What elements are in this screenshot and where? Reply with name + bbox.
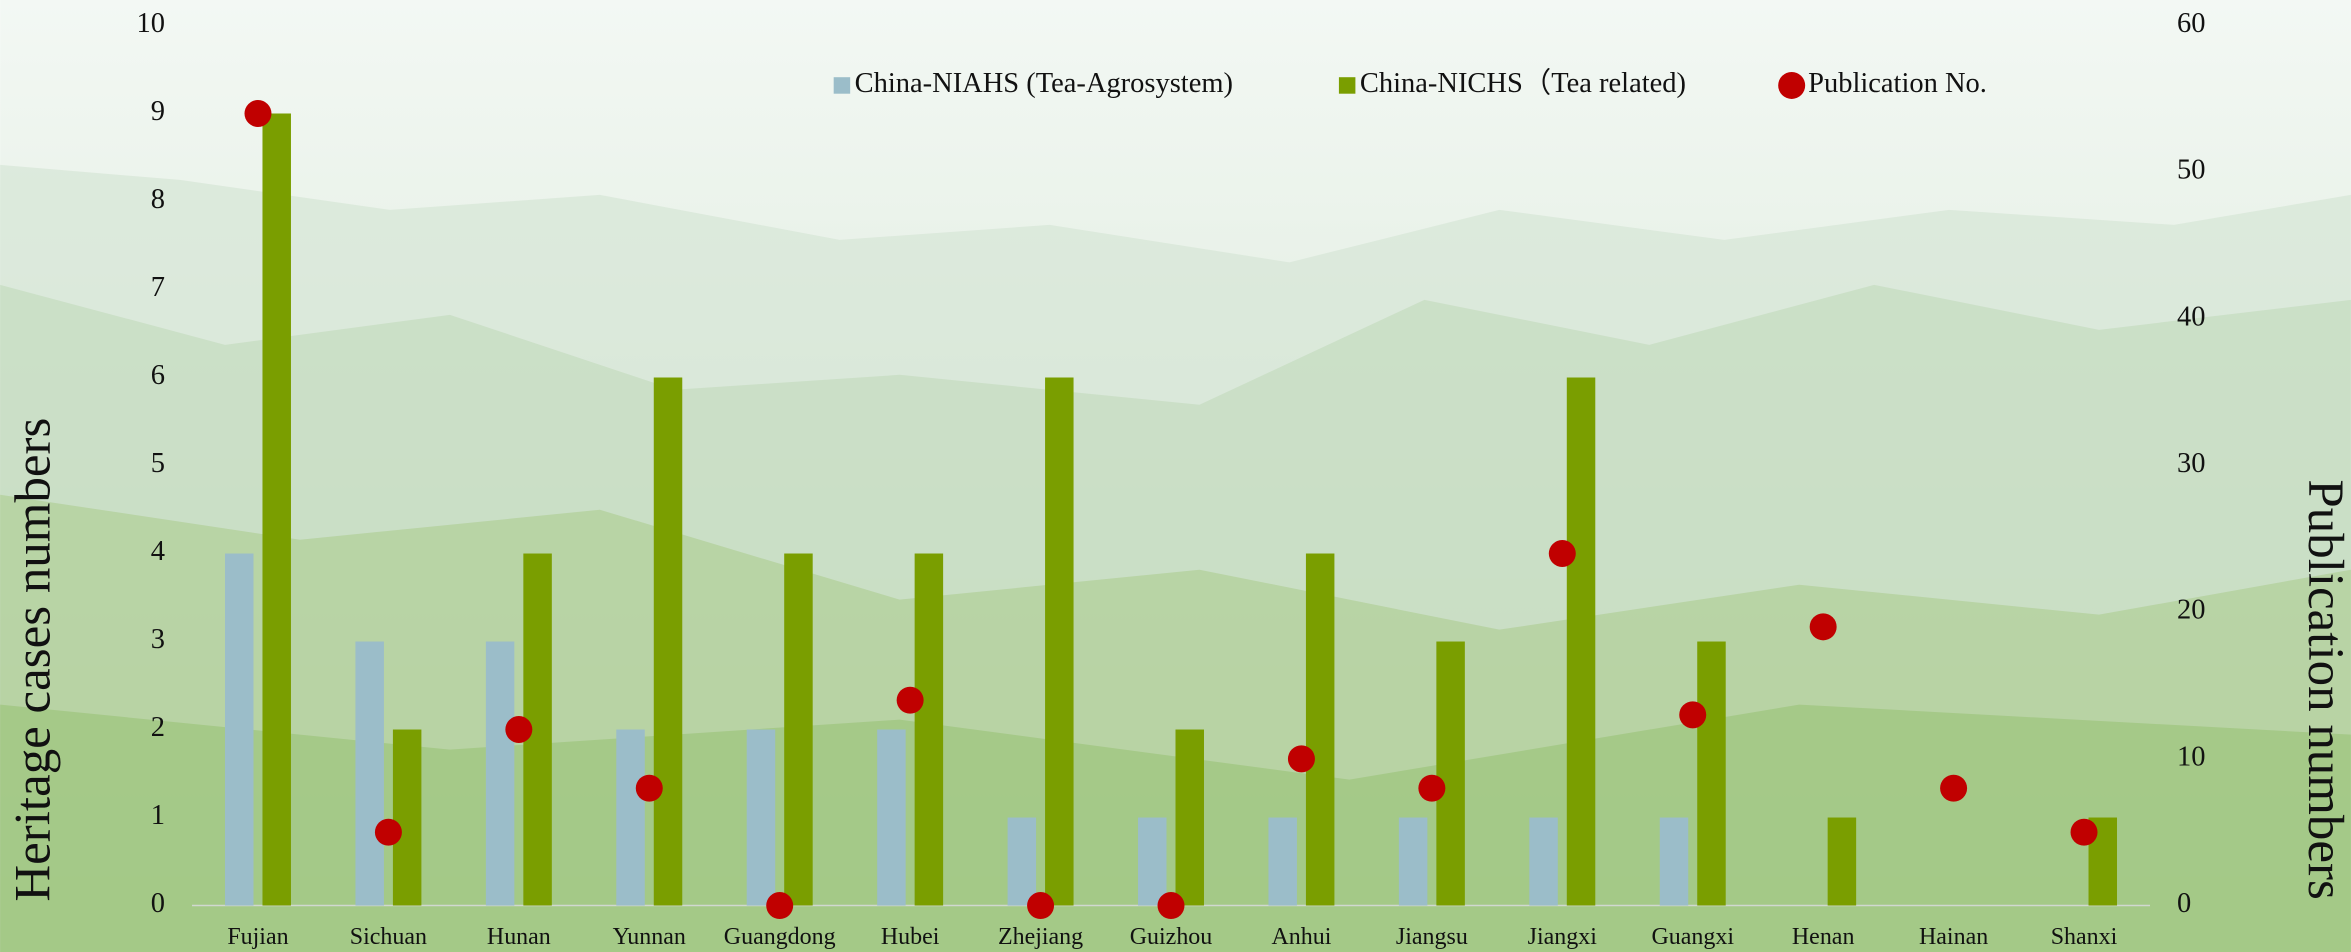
field bbox=[0, 704, 2351, 952]
dot bbox=[1809, 613, 1837, 641]
dot bbox=[505, 716, 533, 744]
legend-marker bbox=[1338, 77, 1356, 94]
bar bbox=[746, 729, 776, 906]
y2-tick-label: 20 bbox=[2177, 595, 2205, 626]
y-tick-label: 10 bbox=[137, 8, 165, 39]
legend-marker bbox=[833, 77, 851, 94]
bar bbox=[1007, 817, 1037, 906]
x-tick-label: Jiangsu bbox=[1396, 924, 1468, 950]
y-axis-title: Heritage cases numbers bbox=[5, 418, 61, 902]
dot bbox=[635, 774, 663, 802]
dot bbox=[1157, 892, 1185, 920]
y-tick-label: 9 bbox=[151, 96, 165, 127]
bar bbox=[914, 553, 944, 906]
bar bbox=[224, 553, 254, 906]
y2-tick-label: 10 bbox=[2177, 741, 2205, 772]
dot bbox=[1940, 774, 1968, 802]
hill bbox=[0, 494, 2351, 952]
dot bbox=[1418, 774, 1446, 802]
bar bbox=[653, 377, 683, 906]
bar bbox=[1305, 553, 1335, 906]
y-tick-label: 6 bbox=[151, 360, 165, 391]
dot bbox=[1548, 540, 1576, 568]
bar bbox=[616, 729, 645, 906]
y-tick-label: 8 bbox=[151, 184, 165, 215]
x-tick-label: Guangxi bbox=[1651, 924, 1734, 950]
bar bbox=[1045, 377, 1074, 906]
x-tick-label: Guangdong bbox=[724, 924, 836, 950]
dot bbox=[1027, 892, 1055, 920]
legend-label: China-NICHS（Tea related) bbox=[1360, 67, 1686, 99]
x-tick-label: Sichuan bbox=[350, 924, 427, 950]
y2-tick-label: 50 bbox=[2177, 155, 2205, 186]
legend-label: Publication No. bbox=[1808, 68, 1987, 99]
y2-tick-label: 40 bbox=[2177, 301, 2205, 332]
bar bbox=[262, 113, 291, 906]
bar bbox=[1566, 377, 1596, 906]
bar bbox=[1398, 817, 1428, 906]
dot bbox=[1287, 745, 1315, 773]
x-tick-label: Anhui bbox=[1271, 924, 1331, 950]
x-tick-label: Hainan bbox=[1919, 924, 1988, 950]
bar bbox=[1529, 817, 1558, 906]
y-tick-label: 7 bbox=[151, 272, 165, 303]
y-tick-label: 3 bbox=[151, 624, 165, 655]
bar bbox=[392, 729, 422, 906]
y2-tick-label: 60 bbox=[2177, 8, 2205, 39]
y-tick-label: 0 bbox=[151, 888, 165, 919]
y2-axis-title: Publication numbers bbox=[2297, 479, 2351, 899]
y2-tick-label: 30 bbox=[2177, 448, 2205, 479]
bar bbox=[877, 729, 906, 906]
x-tick-label: Henan bbox=[1792, 924, 1855, 950]
bar bbox=[784, 553, 813, 906]
x-tick-label: Jiangxi bbox=[1528, 924, 1598, 950]
bar bbox=[1175, 729, 1204, 906]
x-tick-label: Hunan bbox=[487, 924, 551, 950]
x-tick-label: Shanxi bbox=[2051, 924, 2118, 950]
x-tick-label: Fujian bbox=[227, 924, 288, 950]
dot bbox=[244, 99, 272, 127]
y-tick-label: 2 bbox=[151, 712, 165, 743]
dot bbox=[766, 892, 794, 920]
bar bbox=[1138, 817, 1167, 906]
x-tick-label: Guizhou bbox=[1130, 924, 1213, 950]
bar bbox=[1827, 817, 1857, 906]
bar bbox=[355, 641, 384, 906]
x-tick-label: Zhejiang bbox=[998, 924, 1083, 950]
y-tick-label: 4 bbox=[151, 536, 165, 567]
dot bbox=[2070, 818, 2098, 846]
dot bbox=[896, 686, 924, 714]
bar bbox=[1268, 817, 1297, 906]
y-tick-label: 5 bbox=[151, 448, 165, 479]
bar bbox=[485, 641, 515, 906]
dot bbox=[1679, 701, 1707, 729]
bar bbox=[1697, 641, 1726, 906]
x-tick-label: Hubei bbox=[881, 924, 940, 950]
legend-label: China-NIAHS (Tea-Agrosystem) bbox=[855, 68, 1233, 99]
bar bbox=[1659, 817, 1689, 906]
dot bbox=[374, 818, 402, 846]
legend-marker bbox=[1778, 71, 1806, 99]
bar bbox=[1436, 641, 1465, 906]
y2-tick-label: 0 bbox=[2177, 888, 2191, 919]
y-tick-label: 1 bbox=[151, 800, 165, 831]
x-tick-label: Yunnan bbox=[613, 924, 686, 950]
